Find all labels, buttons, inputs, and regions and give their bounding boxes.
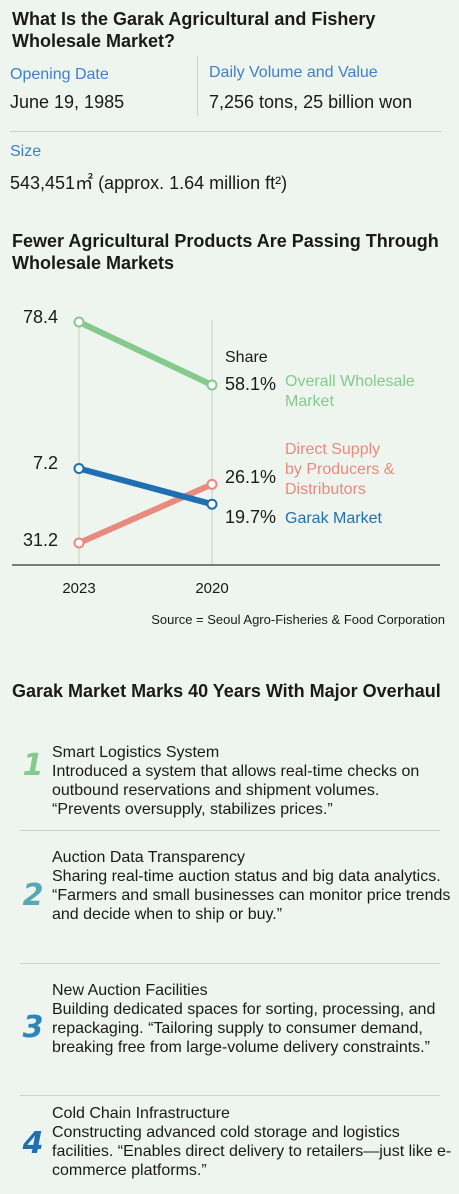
size-value: 543,451㎡ (approx. 1.64 million ft²) — [10, 173, 288, 193]
item-divider — [20, 1095, 440, 1096]
chart-title: Fewer Agricultural Products Are Passing … — [12, 231, 439, 273]
series-name-label: Distributors — [285, 481, 366, 498]
series-line — [76, 481, 215, 546]
series-name-label: Overall Wholesale — [285, 373, 415, 390]
series-name-label: Direct Supply — [285, 441, 380, 458]
x-tick-label: 2023 — [62, 580, 95, 597]
series-name-label: Market — [285, 393, 334, 410]
series-line — [76, 465, 215, 508]
legend-header: Share — [225, 349, 268, 366]
item-number: 2 — [22, 878, 44, 913]
start-value-label: 78.4 — [23, 307, 58, 327]
chart-source: Source = Seoul Agro-Fisheries & Food Cor… — [151, 612, 445, 627]
x-tick-label: 2020 — [195, 580, 228, 597]
item-number: 3 — [22, 1010, 44, 1045]
item-number: 1 — [22, 748, 44, 783]
end-value-label: 19.7% — [225, 507, 276, 527]
item-divider — [20, 963, 440, 964]
share-line-chart: 2023 2020 Share 78.4 58.1% Overall Wholesale M… — [12, 307, 440, 597]
opening-date-value: June 19, 1985 — [10, 92, 125, 112]
data-point — [73, 316, 85, 328]
horizontal-divider — [10, 131, 442, 132]
item-description: Building dedicated spaces for sorting, p… — [52, 1001, 436, 1056]
daily-volume-label: Daily Volume and Value — [209, 64, 378, 81]
item-title: Auction Data Transparency — [52, 849, 245, 866]
item-description: Sharing real-time auction status and big… — [52, 868, 451, 923]
item-number: 4 — [22, 1126, 44, 1161]
end-value-label: 58.1% — [225, 374, 276, 394]
size-label: Size — [10, 143, 42, 160]
item-title: Smart Logistics System — [52, 744, 220, 761]
item-description: Constructing advanced cold storage and l… — [52, 1124, 452, 1179]
item-title: New Auction Facilities — [52, 982, 208, 999]
series-name-label: Garak Market — [285, 510, 382, 527]
end-value-label: 26.1% — [225, 467, 276, 487]
opening-date-label: Opening Date — [10, 66, 109, 83]
start-value-label: 7.2 — [33, 453, 58, 473]
data-point — [73, 463, 85, 475]
data-point — [206, 478, 218, 490]
data-point — [73, 537, 85, 549]
item-divider — [20, 830, 440, 831]
intro-title: What Is the Garak Agricultural and Fishe… — [12, 9, 376, 51]
item-description: Introduced a system that allows real-tim… — [52, 763, 420, 818]
start-value-label: 31.2 — [23, 530, 58, 550]
vertical-divider — [197, 56, 198, 116]
item-title: Cold Chain Infrastructure — [52, 1105, 230, 1122]
overhaul-title: Garak Market Marks 40 Years With Major O… — [12, 681, 441, 701]
series-name-label: by Producers & — [285, 461, 395, 478]
data-point — [206, 379, 218, 391]
data-point — [206, 498, 218, 510]
daily-volume-value: 7,256 tons, 25 billion won — [209, 92, 413, 112]
series-line — [76, 319, 215, 389]
